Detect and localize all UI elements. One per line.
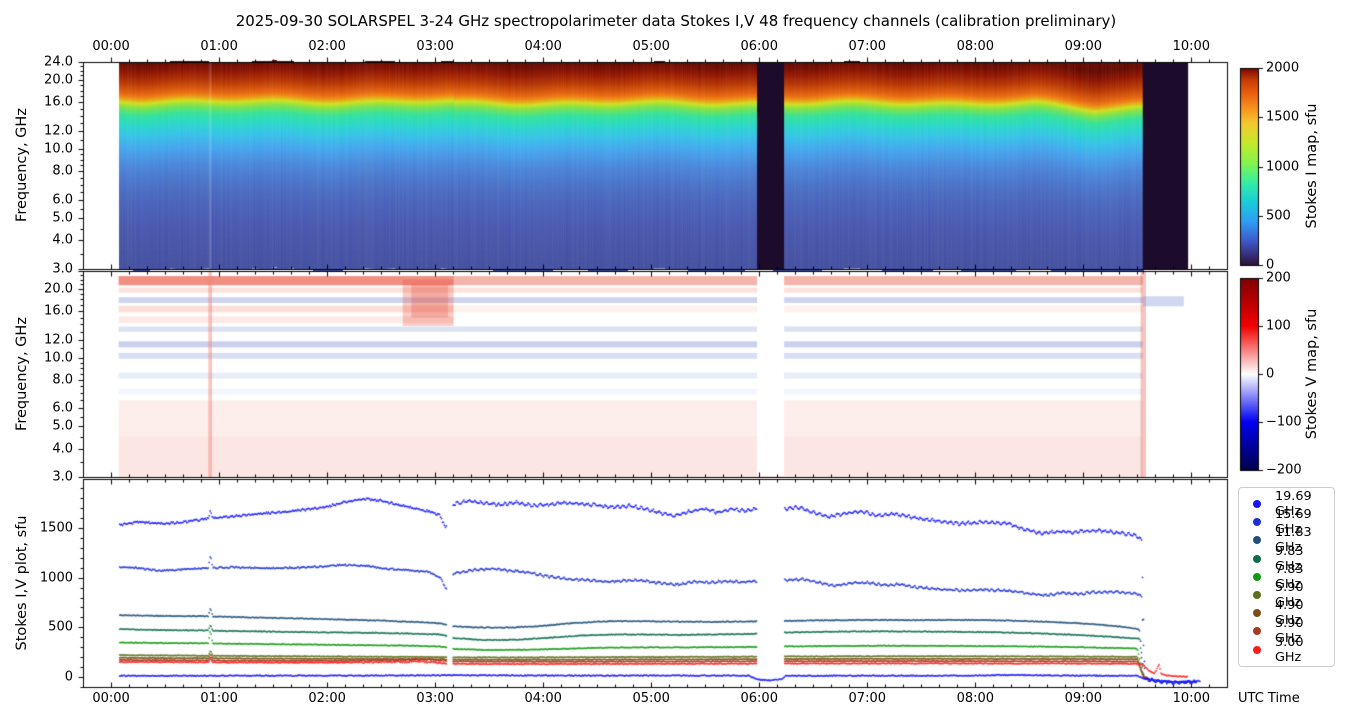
colorbar-v-label: Stokes V map, sfu	[1304, 308, 1320, 440]
legend-label: 4.90 GHz	[1275, 598, 1304, 629]
legend-marker-icon	[1253, 591, 1261, 600]
top-time-tick-10:00: 10:00	[1172, 39, 1211, 54]
colorbar-i-tick-2000: 2000	[1266, 60, 1300, 76]
top-time-tick-00:00: 00:00	[92, 39, 130, 54]
panel1-freq-tick-12: 12.0	[44, 123, 73, 139]
legend-marker-icon	[1253, 554, 1261, 563]
panel2-freq-tick-10: 10.0	[44, 350, 73, 366]
legend-marker-icon	[1253, 536, 1261, 545]
legend-label: 5.90 GHz	[1275, 580, 1304, 611]
panel3-value-tick-500: 500	[48, 619, 73, 635]
colorbar-i-tick-1000: 1000	[1266, 159, 1300, 174]
panel2-freq-tick-6: 6.0	[52, 400, 73, 416]
panel3-value-tick-1500: 1500	[39, 520, 73, 536]
colorbar-v-tick-0: 0	[1266, 366, 1275, 382]
colorbar-v-tick--200: −200	[1266, 462, 1302, 478]
panel1-freq-tick-16: 16.0	[44, 94, 73, 110]
panel1-freq-tick-8: 8.0	[52, 163, 73, 179]
legend: 19.69 GHz 15.69 GHz 11.83 GHz 9.83 GHz 7.83 …	[1238, 487, 1335, 667]
legend-item: 3.90 GHz	[1247, 616, 1324, 646]
legend-label: 11.83 GHz	[1275, 525, 1312, 556]
legend-marker-icon	[1253, 518, 1261, 527]
legend-label: 9.83 GHz	[1275, 543, 1304, 574]
legend-label: 3.00 GHz	[1275, 634, 1304, 665]
bottom-time-tick-01:00: 01:00	[200, 691, 238, 706]
legend-marker-icon	[1253, 572, 1261, 581]
legend-label: 19.69 GHz	[1275, 489, 1312, 520]
legend-item: 4.90 GHz	[1247, 598, 1324, 628]
panel2-freq-tick-8: 8.0	[52, 372, 73, 388]
colorbar-v-tick--100: −100	[1266, 414, 1302, 430]
colorbar-i-tick-0: 0	[1266, 257, 1275, 273]
panel2-freq-tick-20: 20.0	[44, 281, 73, 297]
x-axis-unit-label: UTC Time	[1238, 691, 1300, 706]
legend-label: 3.90 GHz	[1275, 616, 1304, 647]
panel3-value-tick-1000: 1000	[39, 570, 73, 586]
top-time-tick-08:00: 08:00	[956, 39, 995, 54]
bottom-time-tick-06:00: 06:00	[740, 691, 778, 706]
top-time-tick-05:00: 05:00	[632, 39, 670, 54]
bottom-time-tick-03:00: 03:00	[416, 691, 454, 706]
top-time-tick-03:00: 03:00	[416, 39, 454, 54]
top-time-tick-07:00: 07:00	[848, 39, 886, 54]
legend-item: 19.69 GHz	[1247, 489, 1324, 519]
colorbar-i-tick-500: 500	[1266, 208, 1291, 224]
bottom-time-tick-07:00: 07:00	[848, 691, 886, 706]
legend-item: 11.83 GHz	[1247, 525, 1324, 555]
colorbar-v-tick-100: 100	[1266, 318, 1291, 334]
panel2-freq-tick-4: 4.0	[52, 441, 73, 456]
legend-label: 15.69 GHz	[1275, 507, 1312, 538]
bottom-time-tick-00:00: 00:00	[92, 691, 130, 706]
panel3-value-tick-0: 0	[64, 669, 73, 685]
bottom-time-tick-08:00: 08:00	[956, 691, 995, 706]
bottom-time-tick-10:00: 10:00	[1172, 691, 1211, 706]
legend-marker-icon	[1253, 645, 1261, 654]
legend-item: 15.69 GHz	[1247, 507, 1324, 537]
panel2-freq-tick-3: 3.0	[52, 469, 73, 485]
bottom-time-tick-09:00: 09:00	[1064, 691, 1103, 706]
legend-marker-icon	[1253, 627, 1261, 636]
top-time-tick-04:00: 04:00	[524, 39, 562, 54]
panel2-freq-tick-5: 5.0	[52, 418, 73, 434]
panel1-freq-tick-20: 20.0	[44, 72, 73, 88]
legend-item: 5.90 GHz	[1247, 580, 1324, 610]
top-time-tick-01:00: 01:00	[200, 39, 238, 54]
panel2-freq-tick-16: 16.0	[44, 303, 73, 319]
panel1-freq-tick-6: 6.0	[52, 192, 73, 208]
panel1-freq-tick-5: 5.0	[52, 210, 73, 226]
top-time-tick-06:00: 06:00	[740, 39, 778, 54]
top-time-tick-09:00: 09:00	[1064, 39, 1103, 54]
legend-marker-icon	[1253, 609, 1261, 618]
panel1-freq-tick-3: 3.0	[52, 261, 73, 277]
figure-title: 2025-09-30 SOLARSPEL 3-24 GHz spectropol…	[235, 12, 1117, 30]
colorbar-i-label: Stokes I map, sfu	[1304, 103, 1320, 229]
legend-item: 7.83 GHz	[1247, 562, 1324, 592]
colorbar-v-tick-200: 200	[1266, 270, 1291, 286]
legend-item: 9.83 GHz	[1247, 544, 1324, 574]
panel1-freq-tick-24: 24.0	[44, 54, 73, 70]
legend-label: 7.83 GHz	[1275, 561, 1304, 592]
legend-marker-icon	[1253, 500, 1261, 509]
panel2-freq-tick-12: 12.0	[44, 332, 73, 348]
bottom-time-tick-05:00: 05:00	[632, 691, 670, 706]
bottom-time-tick-04:00: 04:00	[524, 691, 562, 706]
colorbar-i-tick-1500: 1500	[1266, 109, 1300, 125]
legend-item: 3.00 GHz	[1247, 635, 1324, 665]
top-time-tick-02:00: 02:00	[308, 39, 346, 54]
panel1-freq-tick-4: 4.0	[52, 232, 73, 248]
panel1-freq-tick-10: 10.0	[44, 141, 73, 157]
bottom-time-tick-02:00: 02:00	[308, 691, 346, 706]
